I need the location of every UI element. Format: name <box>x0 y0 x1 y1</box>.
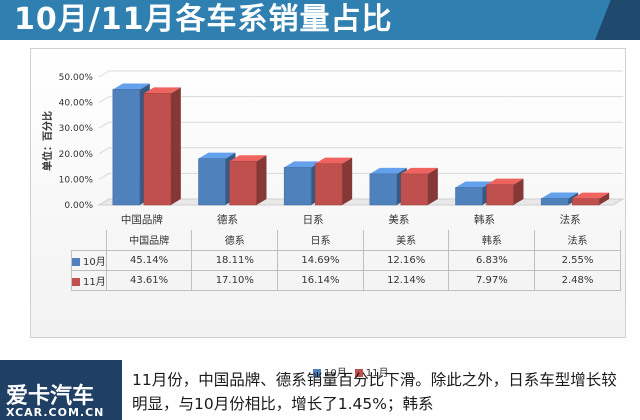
bar-side-11 <box>170 87 181 205</box>
y-tick-label: 0.00% <box>64 201 93 211</box>
header-bar <box>0 0 612 40</box>
gridline-depth <box>98 70 110 78</box>
data-label: 12.16% <box>362 249 450 271</box>
bar-top-11 <box>229 155 267 162</box>
bar-top-11 <box>143 87 181 94</box>
legend-swatch <box>313 369 321 377</box>
footer-description: 11月份，中国品牌、德系销量百分比下滑。除此之外，日系车型增长较明显，与10月份… <box>132 371 617 413</box>
data-label: 6.83% <box>448 249 536 271</box>
series-swatch <box>72 257 80 266</box>
bar-top-11 <box>315 157 353 164</box>
bar-11 <box>486 184 514 206</box>
bar-10 <box>369 173 398 206</box>
data-label: 14.69% <box>277 249 364 271</box>
bar-11 <box>229 160 257 206</box>
bar-top-11 <box>400 167 438 174</box>
y-tick-label: 20.00% <box>59 150 94 160</box>
footer-logo-panel <box>0 360 122 420</box>
bar-side-11 <box>427 167 438 205</box>
bar-top-10 <box>284 161 322 168</box>
legend-item: 10月 <box>313 368 347 379</box>
table-header-cell: 法系 <box>534 230 621 251</box>
legend-item: 11月 <box>354 368 388 379</box>
y-tick-label: 40.00% <box>59 99 94 109</box>
brand-logo-sub: XCAR.COM.CN <box>6 406 105 419</box>
bar-11 <box>314 163 343 206</box>
series-name-cell: 10月 <box>71 249 107 271</box>
bar-10 <box>540 198 569 206</box>
x-tick-label: 中国品牌 <box>121 213 163 226</box>
x-tick-label: 法系 <box>560 213 581 226</box>
x-tick-label: 美系 <box>388 213 409 226</box>
gridline-depth <box>98 147 110 155</box>
bar-top-10 <box>541 192 579 199</box>
data-label: 43.61% <box>105 269 193 291</box>
bar-top-11 <box>572 192 610 199</box>
bar-10 <box>198 158 226 206</box>
bar-side-11 <box>256 155 267 205</box>
bar-11 <box>571 198 600 206</box>
header-banner: 10月/11月各车系销量占比 <box>0 0 640 44</box>
data-label: 2.48% <box>534 269 621 291</box>
table-row: 11月 43.61% 17.10% 16.14% 12.14% 7.97% 2.48% <box>71 269 621 291</box>
brand-logo: 爱卡汽车 <box>6 384 95 409</box>
y-axis-label: 单位：百分比 <box>41 111 54 171</box>
x-tick-label: 日系 <box>303 214 324 226</box>
table-header-cell: 日系 <box>277 230 364 251</box>
data-label: 16.14% <box>277 269 364 291</box>
table-corner <box>71 230 107 250</box>
bar-10 <box>455 187 483 206</box>
data-label: 12.14% <box>362 269 450 291</box>
bar-top-10 <box>112 83 150 90</box>
table-header-cell: 美系 <box>362 230 450 251</box>
gridline-depth <box>98 172 110 180</box>
bar-side-11 <box>342 157 353 205</box>
bar-top-10 <box>198 152 236 159</box>
bar-top-10 <box>369 167 407 174</box>
table-header-cell: 德系 <box>191 230 279 251</box>
bar-10 <box>112 89 141 206</box>
chart-legend: 10月 11月 <box>313 364 396 379</box>
y-tick-label: 30.00% <box>59 124 94 134</box>
legend-swatch <box>354 369 363 377</box>
series-name-cell: 11月 <box>71 269 107 291</box>
bar-top-10 <box>455 181 493 188</box>
data-label: 45.14% <box>105 249 193 271</box>
table-row: 10月 45.14% 18.11% 14.69% 12.16% 6.83% 2.55% <box>71 249 621 271</box>
gridline-depth <box>98 121 110 129</box>
gridline-depth <box>98 96 110 104</box>
bar-11 <box>143 93 172 206</box>
chart-panel: 0.00% 10.00% 20.00% 30.00% 40.00% 50.00% 单位：百分… <box>30 48 626 379</box>
data-label: 17.10% <box>191 269 279 291</box>
bar-11 <box>400 173 429 206</box>
data-label: 7.97% <box>448 269 536 291</box>
x-tick-label: 韩系 <box>474 213 495 226</box>
data-label: 18.11% <box>191 249 279 271</box>
table-header-cell: 韩系 <box>448 230 536 251</box>
bar-10 <box>283 167 312 206</box>
table-header-cell: 中国品牌 <box>105 230 193 251</box>
y-tick-label: 50.00% <box>59 73 94 83</box>
bar-side-11 <box>513 178 524 205</box>
bar-side-11 <box>599 192 610 205</box>
page-title: 10月/11月各车系销量占比 <box>14 2 393 37</box>
data-table: 中国品牌 德系 日系 美系 韩系 法系 10月 45.14% 18.11% 14.69% 12.16… <box>71 230 621 291</box>
x-tick-label: 德系 <box>217 213 238 226</box>
data-label: 2.55% <box>534 249 621 271</box>
y-tick-label: 10.00% <box>59 175 94 185</box>
bar-top-11 <box>486 178 524 185</box>
series-swatch <box>72 277 80 286</box>
bar-chart: 0.00% 10.00% 20.00% 30.00% 40.00% 50.00% 单位：百分… <box>41 70 625 226</box>
